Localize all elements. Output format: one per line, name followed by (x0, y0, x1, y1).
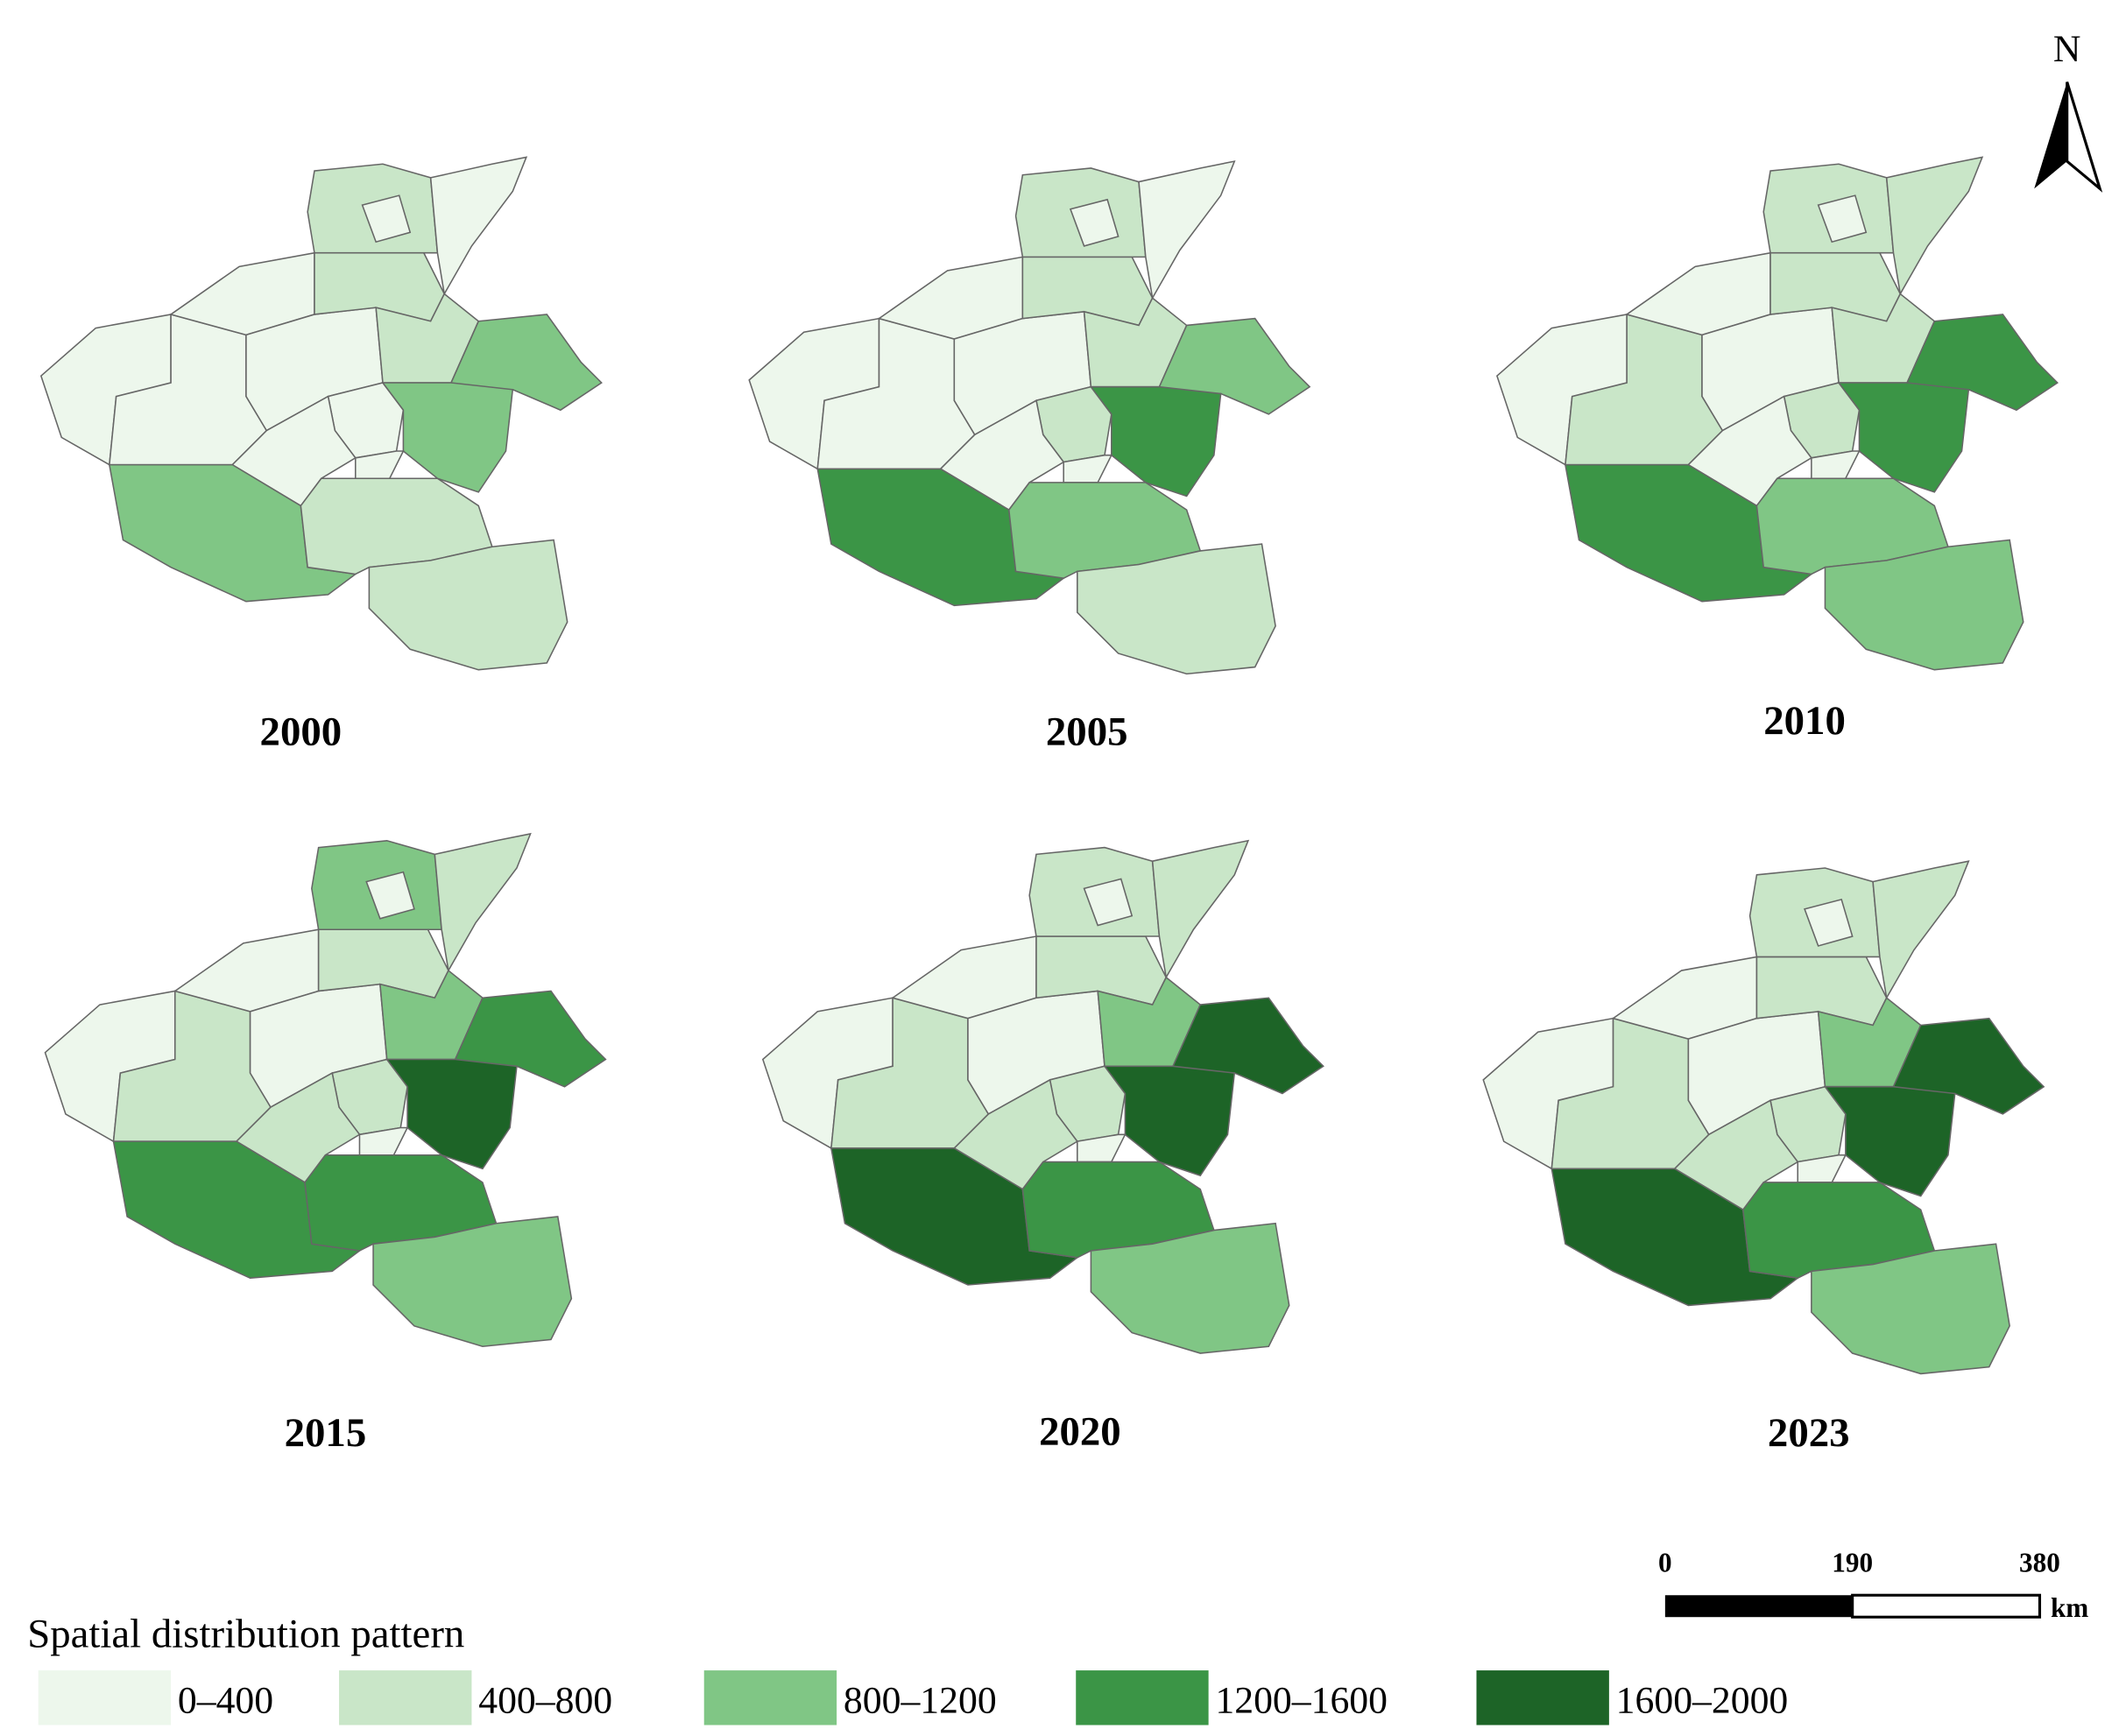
year-label: 2023 (1768, 1410, 1850, 1456)
region (108, 463, 357, 603)
map-panel (761, 839, 1324, 1354)
region (1804, 898, 1854, 947)
region (1550, 1168, 1800, 1307)
scale-unit: km (2051, 1592, 2088, 1623)
region (354, 450, 405, 480)
region (1090, 1222, 1290, 1354)
region (358, 1126, 409, 1156)
legend-swatch (339, 1670, 472, 1725)
legend-swatch (38, 1670, 172, 1725)
region (368, 539, 569, 671)
region (830, 1147, 1079, 1286)
legend-label: 1600–2000 (1616, 1679, 1789, 1721)
region (1077, 1133, 1127, 1163)
region (361, 194, 412, 243)
year-label: 2020 (1039, 1409, 1121, 1455)
region (1063, 454, 1113, 483)
region (1823, 1085, 1956, 1197)
year-label: 2010 (1763, 698, 1846, 744)
region (304, 1154, 498, 1252)
region (1138, 160, 1236, 300)
legend-swatch (1476, 1670, 1609, 1725)
legend-swatch (703, 1670, 837, 1725)
north-arrow (2066, 81, 2103, 193)
region (300, 477, 493, 575)
region (1007, 482, 1202, 579)
map-panel (39, 156, 603, 671)
scale-label: 190 (1832, 1548, 1873, 1578)
map-panel (1482, 860, 2045, 1375)
year-label: 2005 (1046, 709, 1128, 755)
year-label: 2000 (260, 709, 343, 755)
year-label: 2015 (285, 1410, 367, 1456)
region (1089, 385, 1222, 498)
region (1021, 1161, 1215, 1259)
region (381, 382, 514, 493)
region (385, 1058, 518, 1170)
region (1824, 539, 2024, 671)
region (365, 871, 415, 920)
region (1103, 1065, 1236, 1177)
legend-label: 800–1200 (844, 1679, 997, 1721)
legend-title: Spatial distribution pattern (27, 1612, 464, 1657)
region (434, 832, 532, 973)
region (1837, 382, 1970, 493)
north-label: N (2053, 28, 2081, 70)
region (1755, 477, 1949, 575)
legend-label: 0–400 (178, 1679, 273, 1721)
region (1811, 1243, 2010, 1375)
legend-swatch (1076, 1670, 1209, 1725)
map-panel (748, 160, 1311, 675)
map-panel (1495, 156, 2059, 671)
legend-label: 1200–1600 (1215, 1679, 1388, 1721)
scale-bar (1851, 1593, 2042, 1619)
scale-label: 380 (2019, 1548, 2060, 1578)
region (1077, 543, 1276, 675)
region (112, 1140, 362, 1279)
region (429, 156, 528, 296)
region (816, 468, 1066, 607)
region (1811, 450, 1861, 480)
region (1872, 860, 1970, 1000)
region (1151, 839, 1250, 980)
region (1069, 198, 1120, 247)
scale-bar (1664, 1595, 1853, 1618)
region (1742, 1182, 1936, 1279)
map-panel (44, 832, 607, 1348)
region (1885, 156, 1984, 296)
region (1797, 1154, 1847, 1183)
region (1817, 194, 1868, 243)
region (1083, 878, 1134, 927)
legend-label: 400–800 (478, 1679, 612, 1721)
region (1564, 463, 1813, 603)
scale-label: 0 (1658, 1548, 1672, 1578)
region (372, 1216, 573, 1348)
north-arrow (2034, 81, 2067, 189)
